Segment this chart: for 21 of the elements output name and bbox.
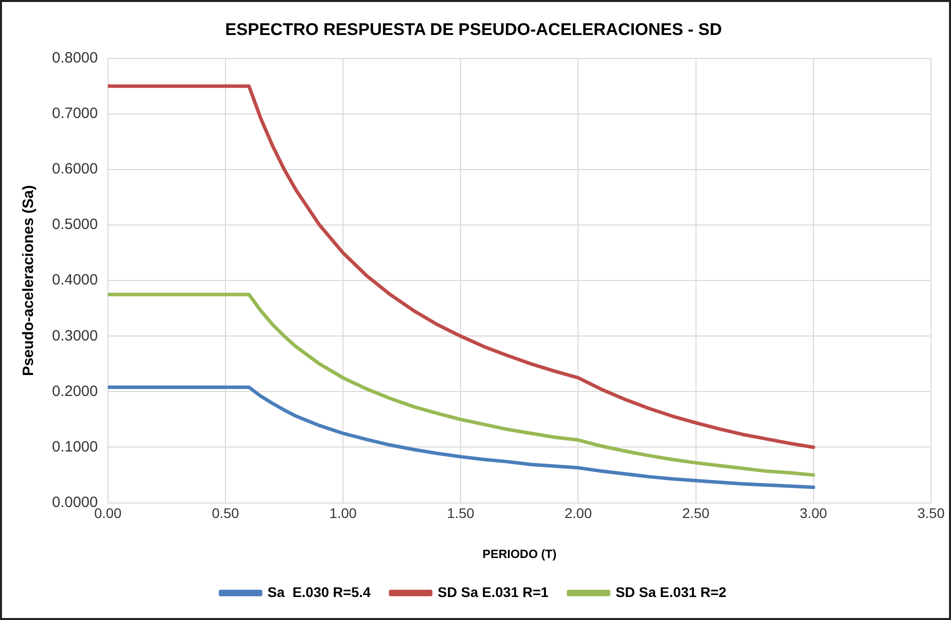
- y-tick-label: 0.8000: [52, 50, 98, 67]
- y-tick-label: 0.2000: [52, 382, 98, 400]
- y-tick-label: 0.5000: [52, 216, 98, 234]
- y-axis-title: Pseudo-aceleraciones (Sa): [20, 185, 38, 376]
- y-tick-label: 0.3000: [52, 327, 98, 344]
- x-tick-label: 3.00: [800, 505, 828, 522]
- chart-title: ESPECTRO RESPUESTA DE PSEUDO-ACELERACIONES - SD: [225, 20, 722, 39]
- x-tick-label: 1.50: [447, 505, 474, 522]
- legend-label: SD Sa E.031 R=1: [438, 584, 549, 600]
- x-tick-label: 0.50: [212, 505, 240, 522]
- y-tick-label: 0.7000: [52, 105, 98, 122]
- x-tick-label: 2.50: [682, 505, 710, 522]
- x-tick-label: 1.00: [329, 505, 357, 522]
- y-tick-label: 0.1000: [52, 438, 98, 456]
- x-tick-label: 2.00: [564, 505, 592, 522]
- legend-label: SD Sa E.031 R=2: [616, 584, 727, 600]
- legend-label: Sa E.030 R=5.4: [268, 584, 371, 600]
- y-tick-label: 0.6000: [52, 160, 98, 178]
- x-axis-title: PERIODO (T): [482, 547, 556, 562]
- x-tick-label: 3.50: [917, 505, 945, 522]
- y-tick-label: 0.4000: [52, 272, 98, 289]
